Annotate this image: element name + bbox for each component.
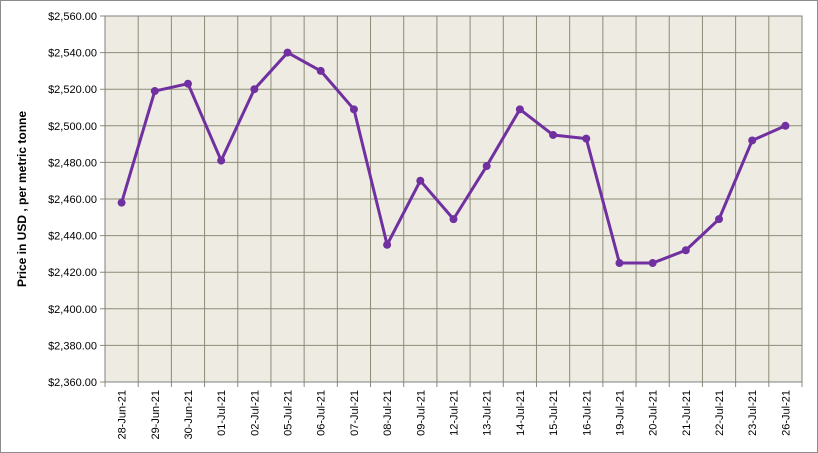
x-tick-label: 13-Jul-21 <box>482 390 494 436</box>
x-tick-label: 30-Jun-21 <box>183 390 195 440</box>
x-tick-label: 22-Jul-21 <box>714 390 726 436</box>
data-point <box>515 105 524 114</box>
x-axis-tick-labels: 28-Jun-21 29-Jun-21 30-Jun-21 01-Jul-21 02-J… <box>117 390 793 440</box>
y-axis-tick-labels: $2,360.00 $2,380.00 $2,400.00 $2,420.00 $2,4… <box>48 11 97 389</box>
y-tick-label: $2,400.00 <box>48 304 97 316</box>
x-tick-label: 05-Jul-21 <box>283 390 295 436</box>
x-tick-label: 08-Jul-21 <box>382 390 394 436</box>
data-point <box>482 162 491 171</box>
data-point <box>449 215 458 224</box>
data-point <box>648 259 657 268</box>
data-point <box>217 156 226 165</box>
y-tick-label: $2,560.00 <box>48 11 97 23</box>
x-tick-label: 19-Jul-21 <box>614 390 626 436</box>
x-tick-label: 01-Jul-21 <box>216 390 228 436</box>
x-tick-label: 21-Jul-21 <box>681 390 693 436</box>
x-tick-label: 26-Jul-21 <box>780 390 792 436</box>
x-tick-label: 14-Jul-21 <box>515 390 527 436</box>
y-tick-label: $2,520.00 <box>48 84 97 96</box>
data-point <box>715 215 724 224</box>
y-axis-label: Price in USD , per metric tonne <box>15 111 29 287</box>
x-tick-label: 16-Jul-21 <box>581 390 593 436</box>
y-tick-label: $2,480.00 <box>48 157 97 169</box>
y-tick-label: $2,360.00 <box>48 377 97 389</box>
x-tick-label: 09-Jul-21 <box>415 390 427 436</box>
x-tick-label: 15-Jul-21 <box>548 390 560 436</box>
data-point <box>582 134 591 143</box>
data-point <box>549 130 558 139</box>
data-point <box>781 121 790 130</box>
data-point <box>349 105 358 114</box>
data-point <box>416 176 425 185</box>
data-point <box>283 48 292 57</box>
y-tick-label: $2,420.00 <box>48 267 97 279</box>
x-tick-label: 07-Jul-21 <box>349 390 361 436</box>
data-point <box>250 85 259 94</box>
plot-border <box>104 15 803 383</box>
y-tick-label: $2,540.00 <box>48 48 97 60</box>
x-tick-label: 12-Jul-21 <box>449 390 461 436</box>
data-point <box>383 240 392 249</box>
data-points <box>117 48 790 268</box>
y-tick-label: $2,440.00 <box>48 231 97 243</box>
x-tick-label: 29-Jun-21 <box>150 390 162 440</box>
data-point <box>183 79 192 88</box>
data-point <box>150 87 159 96</box>
x-tick-label: 06-Jul-21 <box>316 390 328 436</box>
data-point <box>681 246 690 255</box>
data-point <box>117 198 126 207</box>
x-tick-label: 02-Jul-21 <box>249 390 261 436</box>
x-tick-label: 23-Jul-21 <box>747 390 759 436</box>
data-point <box>316 66 325 75</box>
y-tick-label: $2,500.00 <box>48 121 97 133</box>
y-tick-label: $2,460.00 <box>48 194 97 206</box>
y-tick-label: $2,380.00 <box>48 340 97 352</box>
data-point <box>748 136 757 145</box>
data-point <box>615 259 624 268</box>
x-tick-label: 28-Jun-21 <box>117 390 129 440</box>
x-tick-label: 20-Jul-21 <box>648 390 660 436</box>
